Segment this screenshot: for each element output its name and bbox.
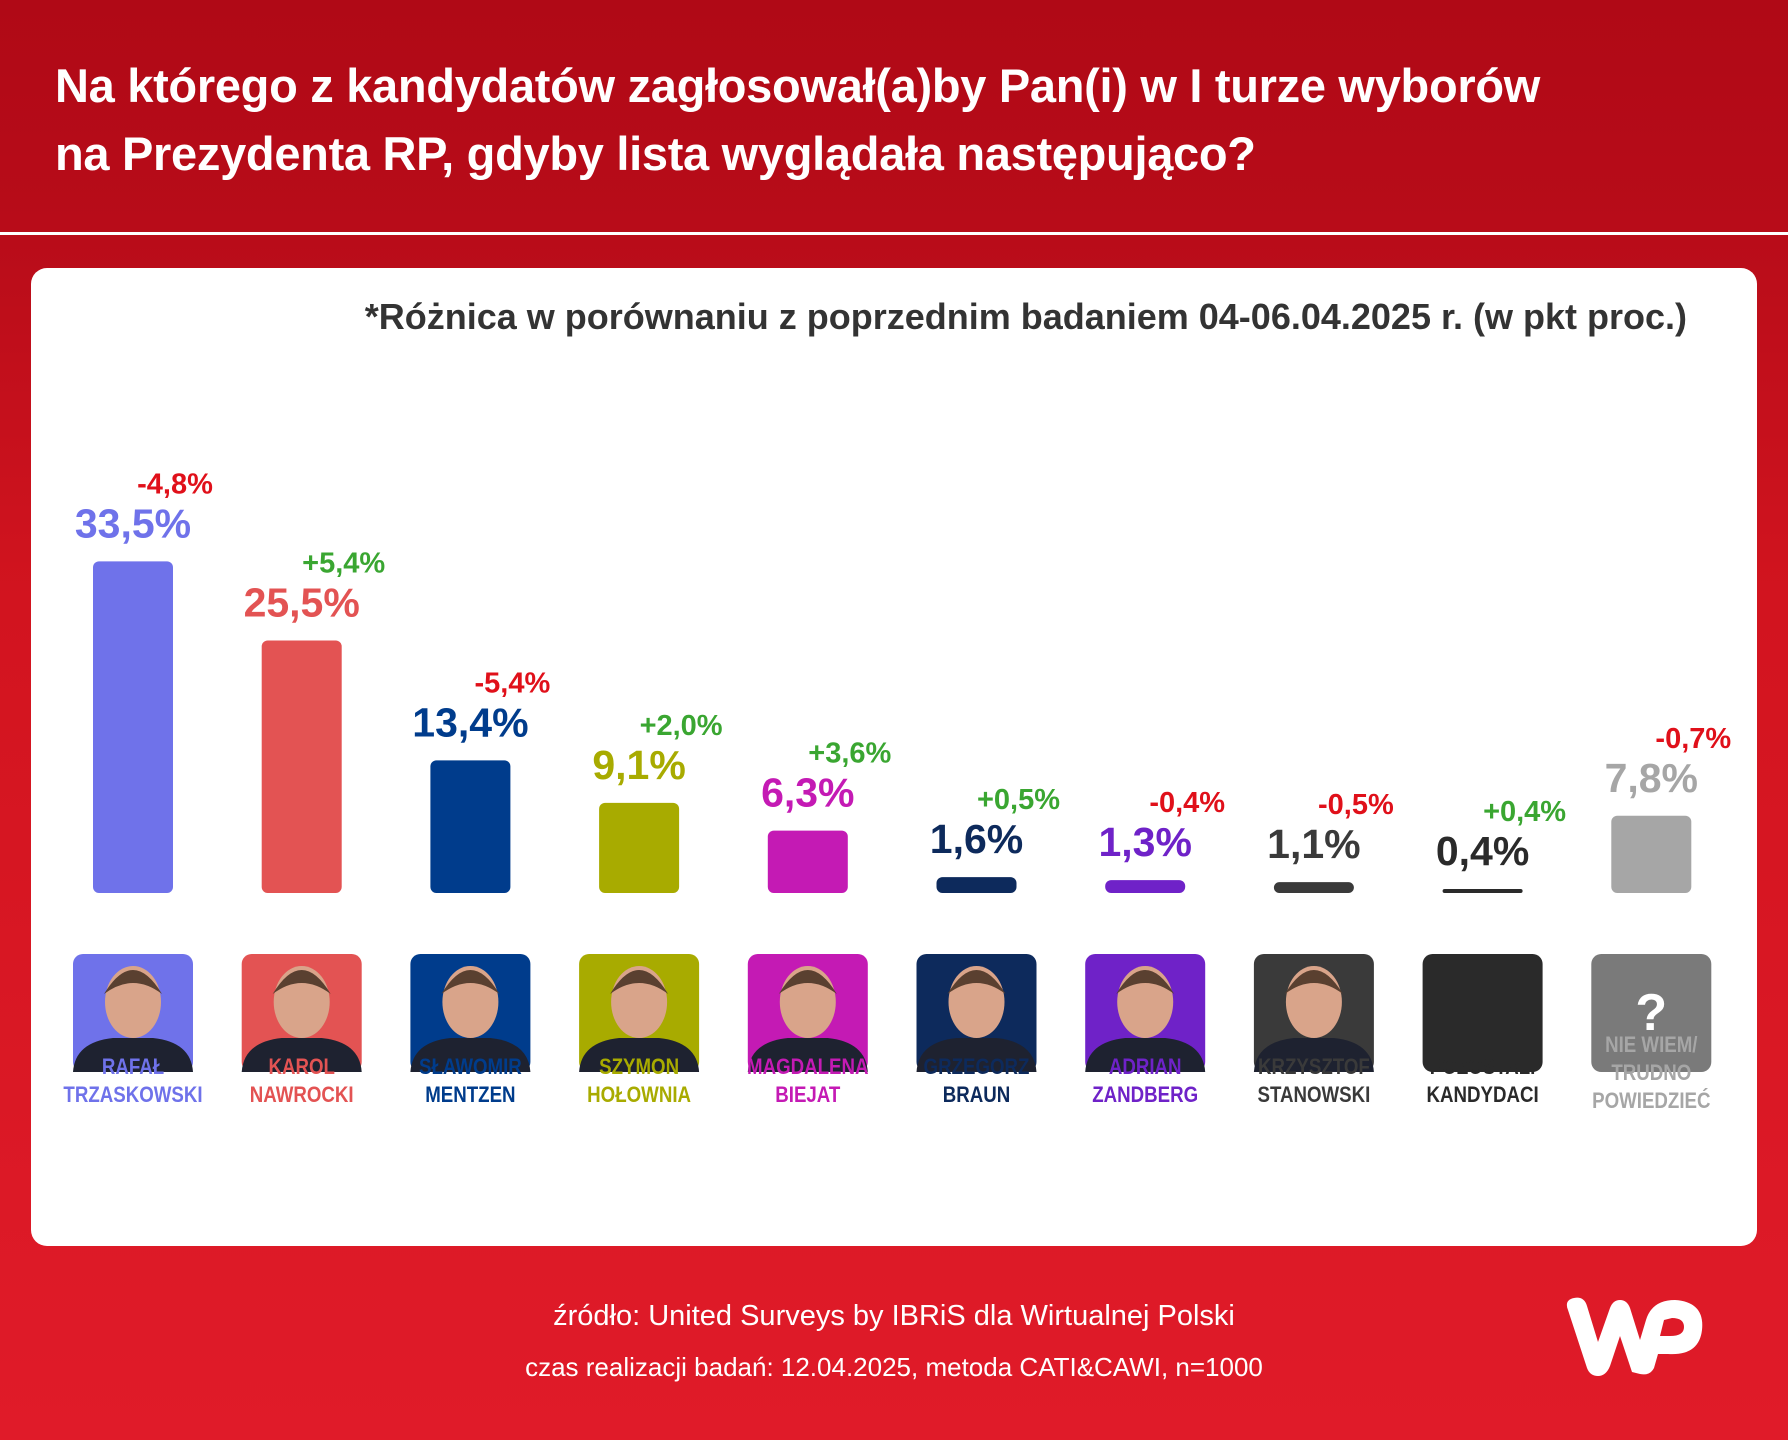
change-note: *Różnica w porównaniu z poprzednim badan… — [364, 296, 1687, 337]
candidate-name: MENTZEN — [425, 1084, 515, 1108]
title-line-1: Na którego z kandydatów zagłosował(a)by … — [55, 59, 1541, 112]
candidate-photo — [1422, 954, 1543, 1072]
change-label: -0,7% — [1655, 723, 1731, 755]
change-label: +2,0% — [640, 710, 723, 742]
hair — [947, 970, 1006, 994]
suit — [241, 1038, 362, 1072]
change-label: +3,6% — [808, 738, 891, 770]
candidate-name: GRZEGORZ — [924, 1056, 1030, 1080]
person-silhouette-icon — [916, 966, 1037, 1072]
candidate-name: POWIEDZIEĆ — [1592, 1088, 1711, 1114]
change-label: -0,4% — [1149, 787, 1225, 819]
bar — [1442, 889, 1523, 893]
hair — [1116, 970, 1175, 994]
candidate-name: TRUDNO — [1611, 1062, 1691, 1086]
bar — [93, 561, 173, 893]
value-label: 25,5% — [244, 580, 360, 626]
suit — [410, 1038, 531, 1072]
change-label: -5,4% — [475, 667, 551, 699]
hair — [272, 970, 331, 994]
candidate-name: SŁAWOMIR — [419, 1056, 522, 1080]
candidate-name: MAGDALENA — [747, 1056, 869, 1080]
value-label: 13,4% — [412, 699, 528, 745]
hair — [610, 970, 669, 994]
change-label: +0,5% — [977, 784, 1060, 816]
source-text: źródło: United Surveys by IBRiS dla Wirt… — [553, 1300, 1235, 1332]
bar — [430, 760, 511, 893]
candidate-name: POZOSTALI — [1430, 1056, 1536, 1080]
candidate-name: HOŁOWNIA — [587, 1084, 691, 1108]
suit — [579, 1038, 700, 1072]
bar — [1611, 815, 1692, 893]
person-silhouette-icon — [1085, 966, 1206, 1072]
candidate-name: KAROL — [268, 1056, 334, 1080]
value-label: 0,4% — [1436, 828, 1529, 874]
value-label: 6,3% — [761, 770, 854, 816]
value-label: 7,8% — [1605, 755, 1698, 801]
hair — [778, 970, 837, 994]
bar — [261, 640, 342, 893]
value-label: 1,1% — [1267, 821, 1360, 867]
candidate-name: BIEJAT — [775, 1084, 841, 1108]
bar — [1273, 882, 1354, 893]
chart-card: *Różnica w porównaniu z poprzednim badan… — [31, 268, 1757, 1246]
suit — [916, 1038, 1037, 1072]
candidate-name: ZANDBERG — [1092, 1084, 1198, 1108]
candidate-name: SZYMON — [599, 1056, 679, 1080]
suit — [73, 1038, 193, 1072]
change-label: +5,4% — [302, 548, 385, 580]
person-silhouette-icon — [579, 966, 700, 1072]
candidate-name: KRZYSZTOF — [1258, 1056, 1370, 1080]
change-label: -0,5% — [1318, 789, 1394, 821]
hair — [1284, 970, 1343, 994]
suit — [747, 1038, 868, 1072]
person-silhouette-icon — [1253, 966, 1374, 1072]
candidate-name: STANOWSKI — [1257, 1084, 1370, 1108]
wp-logo — [1566, 1297, 1703, 1376]
person-silhouette-icon — [410, 966, 531, 1072]
candidate-name: RAFAŁ — [102, 1056, 164, 1080]
candidate-name: KANDYDACI — [1427, 1084, 1539, 1108]
person-silhouette-icon — [241, 966, 362, 1072]
method-text: czas realizacji badań: 12.04.2025, metod… — [525, 1352, 1263, 1382]
bar-chart: 33,5%-4,8% RAFAŁ TRZASKOWSKI 25,5%+5,4% KARO… — [63, 468, 1731, 1114]
value-label: 1,3% — [1098, 819, 1191, 865]
hair — [441, 970, 500, 994]
person-silhouette-icon — [73, 966, 193, 1072]
candidate-name: ADRIAN — [1109, 1056, 1182, 1080]
candidate-name: BRAUN — [943, 1084, 1010, 1108]
value-label: 33,5% — [75, 500, 191, 546]
candidate-photo — [1591, 954, 1712, 1072]
value-label: 1,6% — [930, 816, 1023, 862]
bar — [767, 830, 848, 893]
page-title: Na którego z kandydatów zagłosował(a)by … — [55, 52, 1755, 188]
candidate-name: NAWROCKI — [250, 1084, 354, 1108]
bar — [936, 877, 1017, 893]
suit — [1253, 1038, 1374, 1072]
value-label: 9,1% — [592, 742, 685, 788]
question-mark-icon: ? — [1635, 984, 1667, 1042]
change-label: -4,8% — [137, 468, 213, 500]
person-silhouette-icon — [747, 966, 868, 1072]
divider — [0, 232, 1788, 235]
change-label: +0,4% — [1483, 796, 1566, 828]
bar — [1105, 880, 1186, 893]
candidate-name: TRZASKOWSKI — [63, 1084, 202, 1108]
suit — [1085, 1038, 1206, 1072]
title-line-2: na Prezydenta RP, gdyby lista wyglądała … — [55, 127, 1256, 180]
bar — [599, 802, 680, 893]
candidate-name: NIE WIEM/ — [1605, 1034, 1698, 1058]
hair — [104, 970, 162, 994]
